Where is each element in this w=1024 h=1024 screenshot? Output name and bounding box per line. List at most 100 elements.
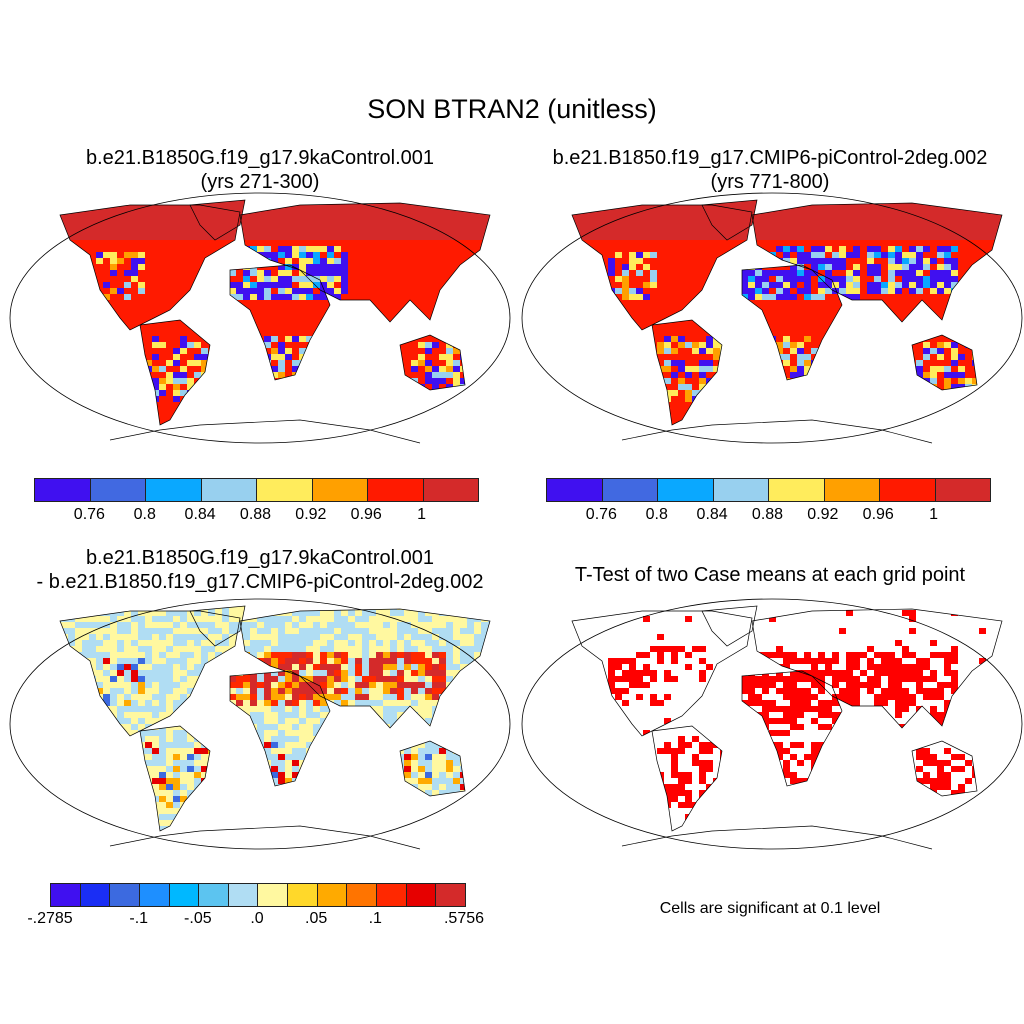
colorbar2-tick-label: 0.92 bbox=[807, 506, 839, 523]
panel4-title: T-Test of two Case means at each grid po… bbox=[574, 564, 966, 586]
colorbar1-swatch bbox=[257, 479, 313, 501]
colorbar1-tick-label: 0.8 bbox=[133, 506, 156, 523]
colorbar3-swatch bbox=[317, 884, 348, 906]
colorbar1-swatch bbox=[90, 479, 146, 501]
coastline bbox=[239, 608, 491, 729]
panel3-title: b.e21.B1850G.f19_g17.9kaControl.001- b.e… bbox=[36, 547, 484, 593]
colorbar2-swatch bbox=[769, 479, 825, 501]
grid-cells bbox=[572, 200, 1002, 425]
coastline bbox=[59, 610, 241, 737]
coastline bbox=[229, 670, 331, 787]
colorbar3-tick-label: -.1 bbox=[129, 910, 149, 927]
colorbar3-tick-label: .05 bbox=[305, 910, 328, 927]
coastline bbox=[139, 319, 211, 426]
colorbar2-swatch bbox=[935, 479, 990, 501]
coastline bbox=[139, 725, 211, 832]
colorbar3-swatch bbox=[258, 884, 289, 906]
figure-title: SON BTRAN2 (unitless) bbox=[367, 94, 657, 124]
antarctica-coastline bbox=[621, 419, 933, 444]
coastline bbox=[741, 264, 843, 381]
coastline bbox=[571, 610, 753, 737]
colorbar3-swatch bbox=[169, 884, 200, 906]
coastline bbox=[701, 199, 758, 241]
colorbar3-swatch bbox=[80, 884, 111, 906]
coastline bbox=[59, 204, 241, 331]
colorbar1-tick-label: 0.84 bbox=[184, 506, 216, 523]
coastline bbox=[239, 202, 491, 323]
coastline bbox=[751, 202, 1003, 323]
colorbar2-tick-label: 0.88 bbox=[751, 506, 784, 523]
coastline bbox=[751, 608, 1003, 729]
colorbar2-swatch bbox=[602, 479, 658, 501]
colorbar3-swatch bbox=[406, 884, 437, 906]
colorbar-panel1 bbox=[34, 478, 479, 502]
colorbar1-tick-label: 1 bbox=[417, 506, 427, 523]
map-boundary bbox=[521, 192, 1023, 444]
coastline bbox=[399, 334, 466, 391]
coastline bbox=[651, 319, 723, 426]
grid-cells bbox=[60, 200, 490, 425]
colorbar-panel2 bbox=[546, 478, 991, 502]
map-panel-4 bbox=[521, 598, 1023, 850]
antarctica-coastline bbox=[109, 825, 421, 850]
colorbar1-swatch bbox=[312, 479, 368, 501]
map-boundary bbox=[9, 192, 511, 444]
map-panel-1 bbox=[9, 192, 511, 444]
coastline bbox=[399, 740, 466, 797]
coastline bbox=[741, 670, 843, 787]
colorbar2-swatch bbox=[880, 479, 936, 501]
colorbar2-swatch bbox=[658, 479, 714, 501]
colorbar3-tick-label: .5756 bbox=[443, 910, 485, 927]
panel2-title: b.e21.B1850.f19_g17.CMIP6-piControl-2deg… bbox=[552, 147, 988, 193]
grid-cells bbox=[572, 606, 1002, 831]
colorbar3-swatch bbox=[199, 884, 229, 906]
colorbar3-tick-label: .1 bbox=[368, 910, 382, 927]
colorbar2-tick-label: 0.96 bbox=[862, 506, 894, 523]
map-panel-2 bbox=[521, 192, 1023, 444]
colorbar3-swatch bbox=[110, 884, 140, 906]
coastline bbox=[701, 605, 758, 647]
colorbar2-swatch bbox=[824, 479, 880, 501]
colorbar1-tick-label: 0.96 bbox=[350, 506, 382, 523]
colorbar3-swatch bbox=[51, 884, 81, 906]
panel1-title: b.e21.B1850G.f19_g17.9kaControl.001 (yrs … bbox=[85, 147, 435, 193]
map-panel-3 bbox=[9, 598, 511, 850]
coastline bbox=[229, 264, 331, 381]
coastline bbox=[571, 204, 753, 331]
colorbar3-swatch bbox=[377, 884, 407, 906]
coastline bbox=[189, 199, 246, 241]
colorbar1-swatch bbox=[423, 479, 478, 501]
colorbar3-swatch bbox=[347, 884, 378, 906]
antarctica-coastline bbox=[109, 419, 421, 444]
colorbar-difference bbox=[50, 883, 466, 907]
antarctica-coastline bbox=[621, 825, 933, 850]
colorbar1-tick-label: 0.92 bbox=[295, 506, 327, 523]
map-boundary bbox=[521, 598, 1023, 850]
coastline bbox=[911, 334, 978, 391]
colorbar2-tick-label: 0.8 bbox=[645, 506, 668, 523]
colorbar1-swatch bbox=[35, 479, 91, 501]
colorbar2-tick-label: 0.76 bbox=[585, 506, 617, 523]
colorbar1-swatch bbox=[201, 479, 257, 501]
colorbar3-tick-label: -.2785 bbox=[27, 910, 73, 927]
colorbar2-tick-label: 0.84 bbox=[696, 506, 728, 523]
colorbar3-swatch bbox=[288, 884, 318, 906]
colorbar1-tick-label: 0.88 bbox=[239, 506, 272, 523]
colorbar3-tick-label: -.05 bbox=[184, 910, 212, 927]
map-boundary bbox=[9, 598, 511, 850]
coastline bbox=[911, 740, 978, 797]
colorbar2-tick-label: 1 bbox=[929, 506, 939, 523]
colorbar1-swatch bbox=[368, 479, 424, 501]
colorbar2-swatch bbox=[547, 479, 603, 501]
colorbar2-swatch bbox=[713, 479, 769, 501]
colorbar3-swatch bbox=[228, 884, 259, 906]
grid-cells bbox=[60, 606, 490, 831]
colorbar1-tick-label: 0.76 bbox=[73, 506, 105, 523]
colorbar3-swatch bbox=[139, 884, 170, 906]
colorbar1-swatch bbox=[146, 479, 202, 501]
coastline bbox=[189, 605, 246, 647]
coastline bbox=[651, 725, 723, 832]
colorbar3-swatch bbox=[436, 884, 465, 906]
significance-note: Cells are significant at 0.1 level bbox=[659, 900, 881, 917]
